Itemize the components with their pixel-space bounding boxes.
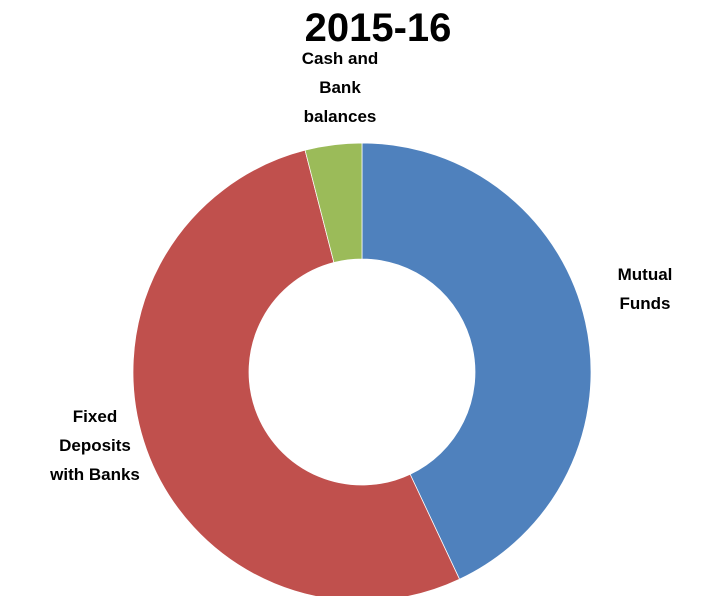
slice-label: Fixed Deposits with Banks — [50, 407, 140, 484]
donut-slice — [132, 149, 461, 596]
donut-slice — [361, 142, 592, 580]
donut-slice — [304, 142, 363, 264]
slice-label: Cash and Bank balances — [301, 49, 379, 126]
chart-title: 2015-16 — [304, 6, 452, 50]
slice-label: Mutual Funds — [617, 265, 673, 313]
